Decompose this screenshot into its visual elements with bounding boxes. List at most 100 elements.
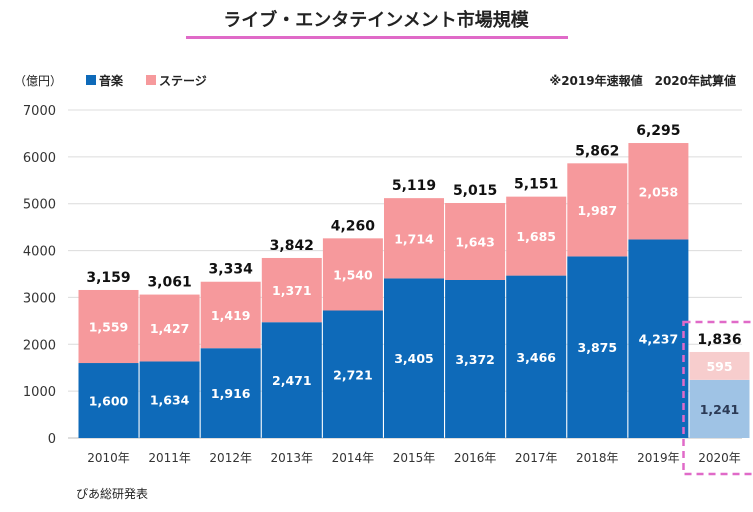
bar-group: 3,466 1,685 5,151 bbox=[506, 177, 567, 438]
data-label-stage: 1,714 bbox=[394, 231, 434, 246]
data-label-music: 3,405 bbox=[394, 351, 434, 366]
bar-group: 1,634 1,427 3,061 bbox=[139, 275, 200, 438]
legend-swatch-music bbox=[86, 75, 96, 85]
bar-group: 1,241 595 1,836 bbox=[689, 332, 750, 438]
bar-group: 3,875 1,987 5,862 bbox=[567, 143, 628, 438]
total-label: 4,260 bbox=[331, 218, 376, 234]
bar-group: 2,721 1,540 4,260 bbox=[322, 218, 383, 438]
x-tick-label: 2017年 bbox=[515, 451, 558, 465]
y-tick-label: 6000 bbox=[23, 151, 56, 166]
source-note: ぴあ総研発表 bbox=[76, 487, 148, 501]
bar-segment-stage bbox=[200, 281, 261, 349]
bar-group: 3,405 1,714 5,119 bbox=[384, 178, 444, 438]
data-label-music: 3,466 bbox=[516, 350, 556, 365]
legend-swatch-stage bbox=[146, 75, 156, 85]
data-label-stage: 2,058 bbox=[639, 184, 679, 199]
data-label-music: 1,916 bbox=[211, 386, 251, 401]
x-tick-label: 2013年 bbox=[271, 451, 314, 465]
data-note: ※2019年速報値 2020年試算値 bbox=[550, 73, 736, 88]
bar-segment-music bbox=[139, 361, 200, 438]
bar-segment-music bbox=[322, 310, 383, 438]
bar-segment-stage bbox=[78, 289, 139, 364]
data-label-music: 3,875 bbox=[578, 340, 618, 355]
title-underline bbox=[186, 36, 568, 39]
bars: 1,600 1,559 3,159 1,634 1,427 3,061 1,916 1,419… bbox=[78, 123, 750, 438]
legend-label-stage: ステージ bbox=[159, 74, 207, 88]
total-label: 5,151 bbox=[514, 177, 558, 193]
x-tick-label: 2011年 bbox=[148, 451, 191, 465]
bar-segment-music bbox=[567, 256, 628, 438]
total-label: 3,159 bbox=[86, 270, 130, 286]
bar-segment-stage bbox=[384, 198, 444, 279]
data-label-music: 1,241 bbox=[700, 402, 740, 417]
data-label-music: 1,634 bbox=[150, 393, 190, 408]
x-tick-label: 2014年 bbox=[332, 451, 375, 465]
y-tick-label: 4000 bbox=[23, 245, 56, 260]
bar-segment-stage bbox=[322, 238, 383, 311]
x-tick-label: 2016年 bbox=[454, 451, 497, 465]
data-label-stage: 1,987 bbox=[578, 203, 618, 218]
y-tick-label: 7000 bbox=[23, 104, 56, 119]
bar-group: 4,237 2,058 6,295 bbox=[628, 123, 689, 438]
bar-group: 1,916 1,419 3,334 bbox=[200, 262, 261, 438]
data-label-stage: 1,427 bbox=[150, 321, 190, 336]
total-label: 6,295 bbox=[636, 123, 680, 139]
y-tick-label: 1000 bbox=[23, 385, 56, 400]
bar-segment-music bbox=[689, 379, 750, 438]
y-tick-label: 5000 bbox=[23, 198, 56, 213]
bar-segment-stage bbox=[445, 203, 506, 280]
x-tick-label: 2018年 bbox=[576, 451, 619, 465]
highlight-box bbox=[682, 320, 753, 476]
total-label: 3,061 bbox=[147, 275, 191, 291]
x-tick-label: 2010年 bbox=[87, 451, 130, 465]
y-axis: 0 1000 2000 3000 4000 5000 6000 7000 bbox=[23, 104, 56, 447]
x-axis: 2010年 2011年 2012年 2013年 2014年 2015年 2016年 2017年… bbox=[87, 451, 741, 465]
bar-segment-stage bbox=[689, 351, 750, 380]
bar-group: 2,471 1,371 3,842 bbox=[261, 238, 322, 438]
total-label: 5,015 bbox=[453, 183, 497, 199]
x-tick-label: 2012年 bbox=[209, 451, 252, 465]
bar-segment-music bbox=[384, 278, 444, 438]
data-label-stage: 1,371 bbox=[272, 283, 312, 298]
bar-segment-music bbox=[78, 363, 139, 438]
data-label-stage: 1,559 bbox=[89, 320, 129, 335]
bar-segment-music bbox=[506, 275, 567, 438]
y-unit-label: （億円） bbox=[14, 74, 62, 88]
bar-segment-stage bbox=[139, 294, 200, 362]
data-label-music: 4,237 bbox=[639, 332, 679, 347]
data-label-music: 1,600 bbox=[89, 394, 129, 409]
y-tick-label: 0 bbox=[48, 432, 56, 447]
chart-title: ライブ・エンタテインメント市場規模 bbox=[223, 9, 529, 31]
data-label-stage: 1,643 bbox=[455, 235, 495, 250]
x-tick-label: 2020年 bbox=[698, 451, 741, 465]
data-label-music: 2,721 bbox=[333, 367, 373, 382]
total-label: 5,862 bbox=[575, 143, 619, 159]
bar-segment-stage bbox=[506, 196, 567, 276]
y-tick-label: 3000 bbox=[23, 291, 56, 306]
bar-segment-music bbox=[445, 279, 506, 438]
legend: 音楽 ステージ bbox=[86, 73, 207, 88]
total-label: 5,119 bbox=[392, 178, 436, 194]
bar-segment-stage bbox=[261, 257, 322, 323]
data-label-music: 2,471 bbox=[272, 373, 312, 388]
data-label-stage: 1,540 bbox=[333, 267, 373, 282]
data-label-stage: 1,685 bbox=[516, 229, 556, 244]
total-label: 3,842 bbox=[270, 238, 314, 254]
data-label-stage: 1,419 bbox=[211, 308, 251, 323]
bar-segment-music bbox=[628, 239, 689, 438]
total-label: 1,836 bbox=[697, 332, 741, 348]
bar-segment-stage bbox=[567, 163, 628, 257]
total-label: 3,334 bbox=[209, 262, 254, 278]
bar-segment-music bbox=[200, 348, 261, 438]
bar-group: 1,600 1,559 3,159 bbox=[78, 270, 139, 438]
y-tick-label: 2000 bbox=[23, 338, 56, 353]
bar-segment-music bbox=[261, 322, 322, 438]
x-tick-label: 2019年 bbox=[637, 451, 680, 465]
bar-segment-stage bbox=[628, 143, 689, 240]
bar-group: 3,372 1,643 5,015 bbox=[445, 183, 506, 438]
x-tick-label: 2015年 bbox=[393, 451, 436, 465]
data-label-stage: 595 bbox=[706, 359, 732, 374]
data-label-music: 3,372 bbox=[455, 352, 495, 367]
legend-label-music: 音楽 bbox=[99, 73, 124, 88]
